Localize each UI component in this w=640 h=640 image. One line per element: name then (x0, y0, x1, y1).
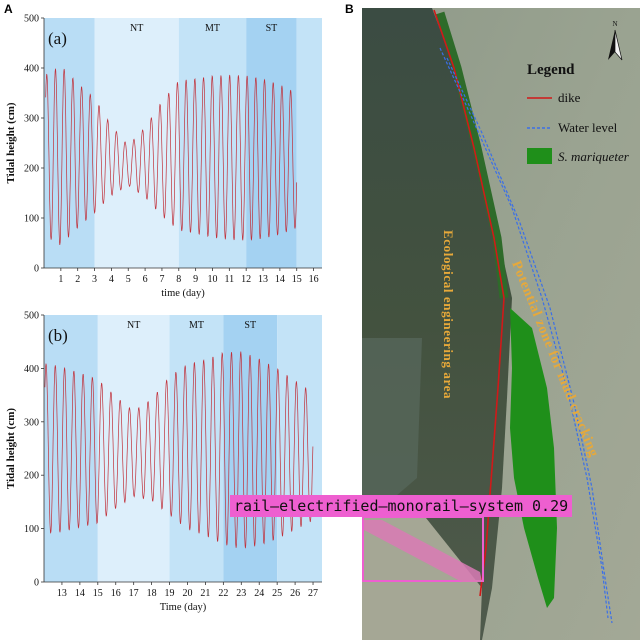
legend-title: Legend (527, 62, 575, 78)
tide-series-line (45, 68, 298, 245)
legend-label-s-mariqueter: S. mariqueter (558, 149, 630, 164)
legend-swatch-s-mariqueter (527, 148, 552, 164)
phase-band (277, 315, 322, 582)
y-tick-label: 500 (24, 311, 39, 322)
legend-label-dike: dike (558, 90, 581, 105)
phase-label-mt: MT (205, 23, 220, 34)
ecological-area-label: Ecological engineering area (441, 230, 456, 399)
x-tick-label: 9 (193, 274, 198, 285)
x-tick-label: 16 (111, 588, 121, 599)
x-tick-label: 27 (308, 588, 318, 599)
panel-label: (b) (48, 326, 68, 345)
legend-label-water-level: Water level (558, 120, 618, 135)
y-tick-label: 100 (24, 524, 39, 535)
x-tick-label: 6 (143, 274, 148, 285)
x-tick-label: 17 (129, 588, 139, 599)
x-axis-label: time (day) (161, 288, 205, 299)
x-tick-label: 4 (109, 274, 114, 285)
y-axis-label: Tidal height (cm) (5, 102, 17, 183)
x-tick-label: 11 (225, 274, 235, 285)
water-level-line-1 (439, 47, 609, 619)
detection-mask (364, 520, 482, 582)
x-tick-label: 16 (309, 274, 319, 285)
panel-label: (a) (48, 29, 67, 48)
phase-label-st: ST (266, 23, 278, 34)
y-tick-label: 200 (24, 164, 39, 175)
lower-left-flats (362, 338, 422, 508)
x-tick-label: 7 (159, 274, 164, 285)
x-tick-label: 1 (58, 274, 63, 285)
x-tick-label: 22 (218, 588, 228, 599)
phase-label-mt: MT (189, 320, 204, 331)
satellite-map: Legend dike Water level S. mariqueter N … (362, 8, 640, 640)
x-tick-label: 13 (57, 588, 67, 599)
y-tick-label: 500 (24, 14, 39, 25)
detection-label: rail—electrified—monorail—system 0.29 (230, 495, 573, 517)
x-tick-label: 21 (200, 588, 210, 599)
tidal-chart-b: NT MT ST 0 100 200 300 400 500 13 14 15 16 17 18 19 20 21… (5, 311, 322, 613)
x-tick-label: 18 (147, 588, 157, 599)
north-label: N (612, 20, 617, 28)
x-tick-label: 15 (93, 588, 103, 599)
x-tick-label: 3 (92, 274, 97, 285)
phase-band (94, 18, 179, 268)
x-tick-label: 15 (292, 274, 302, 285)
phase-band (44, 315, 98, 582)
water-level-line-2 (446, 57, 613, 624)
y-tick-label: 0 (34, 578, 39, 589)
phase-band (97, 315, 170, 582)
north-arrow-icon: N (608, 20, 623, 61)
x-tick-label: 24 (254, 588, 264, 599)
phase-label-st: ST (244, 320, 256, 331)
s-mariqueter-area (510, 308, 557, 608)
y-tick-label: 200 (24, 471, 39, 482)
x-tick-label: 25 (272, 588, 282, 599)
phase-band (296, 18, 322, 268)
x-tick-label: 20 (182, 588, 192, 599)
x-tick-label: 10 (207, 274, 217, 285)
x-tick-label: 14 (275, 274, 285, 285)
x-axis-label: Time (day) (160, 602, 207, 613)
x-tick-label: 2 (75, 274, 80, 285)
y-tick-label: 400 (24, 364, 39, 375)
y-tick-label: 300 (24, 417, 39, 428)
y-axis-label: Tidal height (cm) (5, 408, 17, 489)
map-legend: Legend dike Water level S. mariqueter (527, 62, 630, 164)
y-tick-label: 400 (24, 64, 39, 75)
tide-series-line (44, 351, 314, 549)
y-tick-label: 100 (24, 214, 39, 225)
x-tick-label: 13 (258, 274, 268, 285)
x-tick-label: 5 (126, 274, 131, 285)
phase-band (178, 18, 247, 268)
phase-label-nt: NT (130, 23, 143, 34)
x-tick-label: 23 (236, 588, 246, 599)
dark-channel (435, 11, 509, 299)
y-tick-label: 300 (24, 114, 39, 125)
x-tick-label: 26 (290, 588, 300, 599)
y-tick-label: 0 (34, 264, 39, 275)
detection-box (362, 516, 484, 582)
x-tick-label: 8 (176, 274, 181, 285)
panel-letter-left: A (4, 2, 13, 16)
phase-label-nt: NT (127, 320, 140, 331)
x-tick-label: 12 (241, 274, 251, 285)
x-tick-label: 19 (165, 588, 175, 599)
x-tick-label: 14 (75, 588, 85, 599)
panel-letter-right: B (345, 2, 354, 16)
dike-line (433, 9, 505, 597)
